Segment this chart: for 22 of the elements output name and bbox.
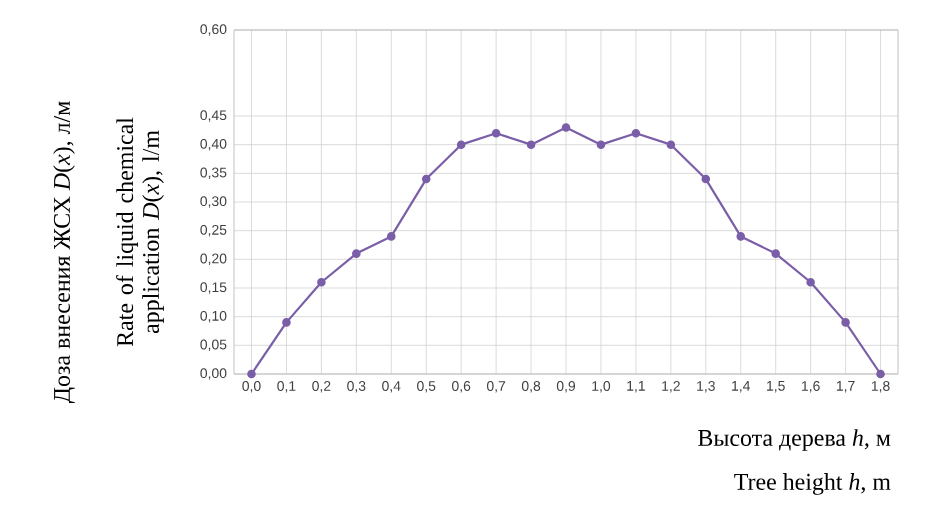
point — [421, 174, 431, 184]
point — [491, 128, 501, 138]
point — [247, 369, 256, 379]
point — [526, 140, 536, 149]
point — [352, 249, 361, 258]
point — [317, 277, 326, 287]
point — [386, 232, 396, 241]
x-axis-title: Высота дерева h, м — [698, 429, 891, 451]
text: Доза внесения ЖСХ D(x), л/м — [53, 101, 75, 404]
point — [666, 140, 676, 149]
point — [736, 232, 746, 241]
point — [631, 128, 641, 138]
point — [806, 277, 815, 287]
point — [282, 318, 291, 327]
point — [701, 174, 711, 184]
point — [561, 123, 571, 132]
text: Tree height h, m — [734, 473, 891, 495]
point — [841, 318, 850, 327]
point — [771, 249, 780, 258]
point — [456, 140, 466, 149]
point — [876, 369, 885, 379]
point — [596, 140, 606, 149]
